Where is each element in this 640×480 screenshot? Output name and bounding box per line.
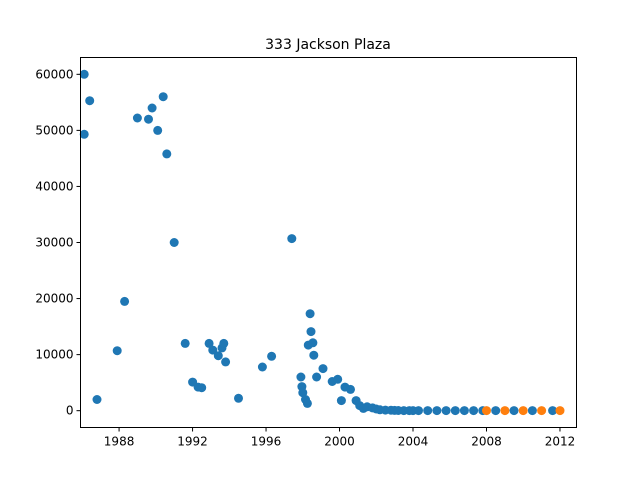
data-point bbox=[309, 350, 319, 360]
data-point bbox=[221, 357, 231, 367]
data-point bbox=[346, 384, 355, 394]
data-point bbox=[208, 345, 218, 355]
data-point bbox=[509, 406, 519, 416]
data-point bbox=[518, 406, 528, 416]
data-point bbox=[500, 406, 510, 416]
x-tick-label: 2008 bbox=[471, 435, 502, 449]
data-point bbox=[308, 338, 318, 348]
data-point bbox=[432, 406, 442, 416]
data-point bbox=[213, 351, 223, 361]
data-point bbox=[312, 372, 322, 382]
data-point bbox=[302, 398, 312, 408]
data-point bbox=[482, 406, 491, 416]
y-tick-label: 60000 bbox=[35, 67, 73, 81]
x-tick-label: 1988 bbox=[104, 435, 135, 449]
x-tick-label: 2004 bbox=[398, 435, 429, 449]
y-tick-label: 50000 bbox=[35, 123, 73, 137]
chart-title: 333 Jackson Plaza bbox=[265, 37, 391, 53]
x-tick-label: 2012 bbox=[545, 435, 576, 449]
y-tick-label: 30000 bbox=[35, 236, 73, 250]
data-point bbox=[120, 296, 130, 306]
data-point bbox=[79, 129, 89, 139]
data-point bbox=[306, 327, 316, 337]
x-tick-label: 1992 bbox=[177, 435, 208, 449]
data-point bbox=[162, 149, 172, 159]
x-tick-label: 1996 bbox=[251, 435, 282, 449]
data-point bbox=[469, 406, 479, 416]
data-point bbox=[548, 406, 558, 416]
data-point bbox=[85, 96, 95, 106]
data-point bbox=[333, 374, 343, 384]
y-tick-label: 0 bbox=[66, 404, 74, 418]
data-point bbox=[257, 362, 267, 372]
data-point bbox=[79, 69, 89, 79]
data-point bbox=[144, 114, 153, 124]
data-point bbox=[537, 406, 547, 416]
y-tick-label: 40000 bbox=[35, 179, 73, 193]
data-point bbox=[318, 364, 328, 374]
data-point bbox=[180, 338, 190, 348]
axis-ticks: 1988 1992 1996 2000 2004 2008 2012 0 10000 20000 3… bbox=[35, 67, 575, 448]
data-point bbox=[147, 103, 157, 113]
data-point bbox=[298, 388, 308, 398]
y-tick-label: 10000 bbox=[35, 348, 73, 362]
data-point bbox=[112, 346, 122, 356]
plot-area-frame bbox=[80, 57, 577, 428]
y-tick-label: 20000 bbox=[35, 292, 73, 306]
data-point bbox=[204, 338, 214, 348]
data-point bbox=[459, 406, 469, 416]
data-point bbox=[197, 383, 207, 393]
data-point bbox=[169, 238, 179, 247]
data-point bbox=[305, 309, 315, 319]
data-point bbox=[491, 406, 501, 416]
x-tick-label: 2000 bbox=[324, 435, 355, 449]
data-point bbox=[267, 351, 277, 361]
data-point bbox=[441, 406, 451, 416]
data-point bbox=[287, 234, 297, 244]
data-point bbox=[158, 92, 168, 102]
data-point bbox=[450, 406, 460, 416]
data-point bbox=[555, 406, 565, 416]
data-point bbox=[92, 395, 102, 404]
data-point bbox=[219, 338, 229, 348]
data-point bbox=[153, 125, 163, 135]
data-point bbox=[414, 406, 423, 416]
data-point bbox=[336, 396, 346, 406]
data-points bbox=[79, 69, 565, 416]
data-point bbox=[296, 372, 306, 382]
data-point bbox=[527, 406, 537, 416]
data-point bbox=[234, 393, 243, 403]
data-point bbox=[132, 113, 142, 123]
data-point bbox=[423, 406, 433, 416]
